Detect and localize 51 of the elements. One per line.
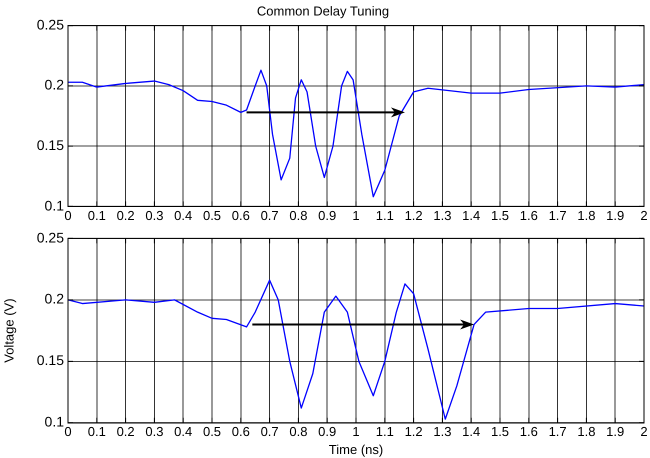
x-tick-label: 0.3 [145,208,164,223]
x-tick-label: 0.3 [145,424,164,440]
x-tick-label: 1.7 [548,208,567,223]
x-tick-label: 0.9 [318,424,336,440]
x-tick-label: 0 [64,424,72,440]
x-tick-label: 0.6 [232,424,250,440]
y-tick-label: 0.25 [36,16,64,32]
x-tick-label: 0.8 [289,424,308,440]
x-tick-label: 1.1 [376,208,394,223]
x-tick-label: 1.5 [490,208,510,223]
x-tick-label: 1.9 [606,424,624,440]
x-tick-label: 1.5 [490,424,510,440]
x-tick-label: 1.3 [433,424,452,440]
x-tick-label: 0.5 [202,424,222,440]
y-tick-label: 0.15 [36,352,64,368]
x-tick-label: 0.7 [260,208,279,223]
y-tick-label: 0.15 [36,136,64,153]
y-tick-label: 0.2 [44,290,64,307]
x-tick-label: 0.1 [88,208,106,223]
x-tick-label: 1.2 [404,208,423,223]
x-tick-label: 0.2 [116,208,135,223]
x-tick-label: 0.6 [232,208,250,223]
x-tick-label: 0 [64,208,72,223]
x-tick-label: 0.5 [202,208,222,223]
chart-title: Common Delay Tuning [256,3,390,18]
x-tick-label: 1.8 [577,424,596,440]
x-tick-label: 1.7 [548,424,567,440]
x-tick-label: 1.9 [606,208,624,223]
x-tick-label: 1.2 [404,424,423,440]
x-tick-label: 0.4 [174,208,192,223]
x-axis-title: Time (ns) [328,442,384,457]
x-tick-label: 1.1 [376,424,394,440]
x-tick-label: 1.4 [462,424,480,440]
y-tick-label: 0.25 [36,229,64,246]
x-tick-label: 1 [352,208,360,223]
x-tick-label: 1 [352,424,360,440]
x-tick-label: 1.4 [462,208,480,223]
x-tick-label: 1.6 [520,208,538,223]
x-tick-label: 0.8 [289,208,308,223]
x-tick-label: 1.6 [520,424,538,440]
x-tick-label: 2 [640,424,648,440]
x-tick-label: 2 [640,208,648,223]
y-tick-label: 0.2 [44,76,64,93]
y-axis-title: Voltage (V) [1,298,16,363]
x-tick-label: 0.4 [174,424,192,440]
x-tick-label: 1.8 [577,208,596,223]
x-tick-label: 0.7 [260,424,279,440]
x-tick-label: 0.2 [116,424,135,440]
x-tick-label: 1.3 [433,208,452,223]
x-tick-label: 0.1 [88,424,106,440]
x-tick-label: 0.9 [318,208,336,223]
